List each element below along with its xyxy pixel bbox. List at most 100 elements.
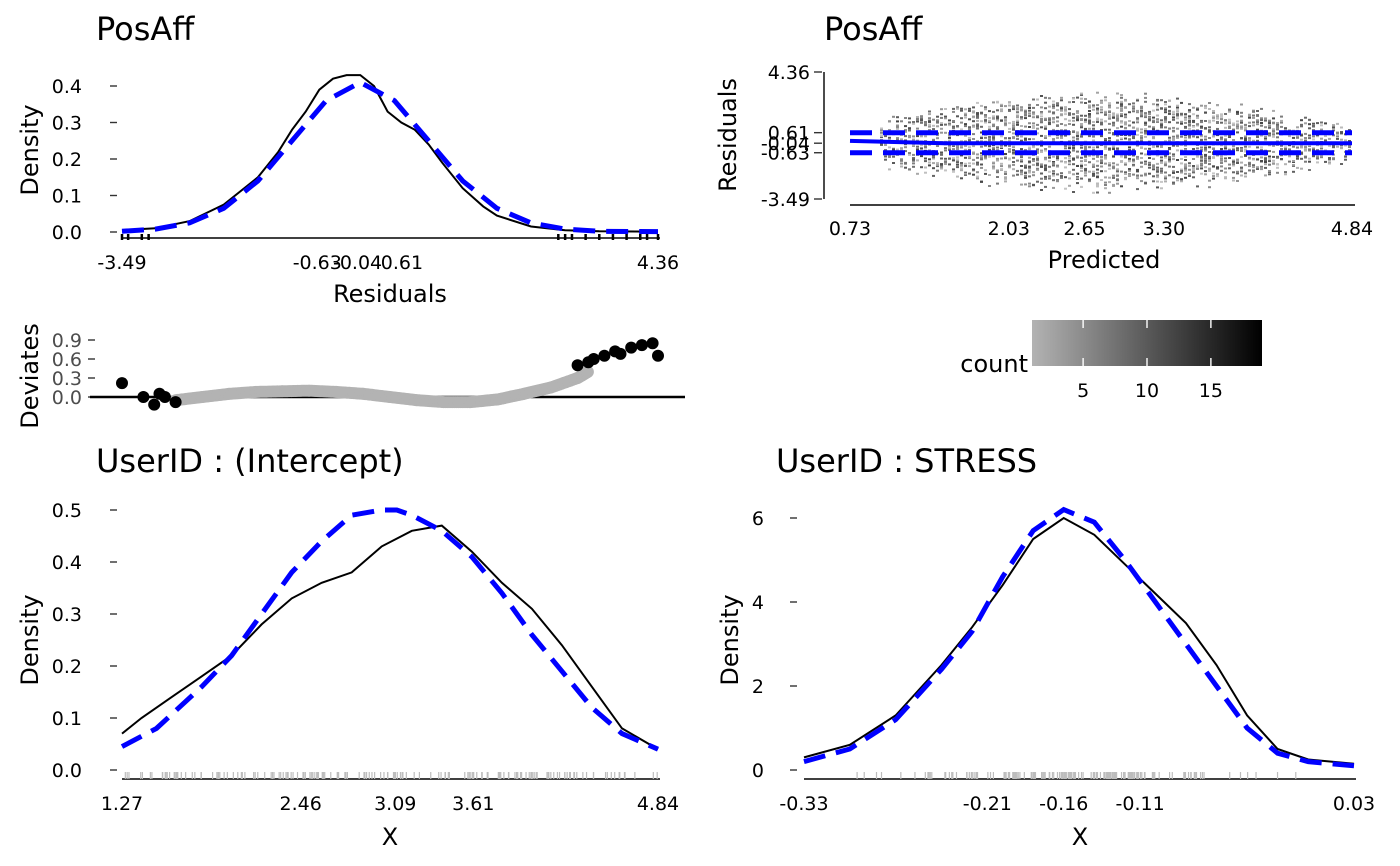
heat-bin (1012, 149, 1015, 152)
heat-bin (1140, 157, 1143, 159)
heat-bin (1128, 146, 1131, 149)
heat-bin (1064, 145, 1067, 147)
heat-bin (1144, 112, 1147, 115)
heat-bin (1272, 155, 1275, 158)
heat-bin (1108, 139, 1111, 142)
heat-bin (1000, 168, 1003, 171)
heat-bin (900, 159, 903, 162)
heat-bin (1208, 163, 1211, 166)
heat-bin (1216, 173, 1219, 176)
heat-bin (924, 121, 927, 123)
x-tick-label: 3.30 (1143, 218, 1185, 240)
heat-bin (1320, 137, 1323, 140)
heat-bin (1248, 116, 1251, 119)
heat-bin (880, 129, 883, 132)
heat-bin (1208, 186, 1211, 189)
heat-bin (1240, 115, 1243, 118)
heat-bin (1272, 117, 1275, 120)
heat-bin (1156, 108, 1159, 111)
heat-bin (984, 136, 987, 139)
heat-bin (1124, 116, 1127, 119)
heat-bin (1124, 127, 1127, 130)
heat-bin (1088, 119, 1091, 122)
heat-bin (1180, 178, 1183, 181)
heat-bin (1144, 172, 1147, 175)
heat-bin (1020, 106, 1023, 109)
heat-bin (912, 159, 915, 162)
heat-bin (976, 123, 979, 126)
heat-bin (1204, 157, 1207, 160)
heat-bin (1188, 123, 1191, 126)
heat-bin (1188, 136, 1191, 139)
intercept-density-panel: UserID : (Intercept) Density X 0.00.10.2… (16, 442, 679, 851)
heat-bin (1160, 156, 1163, 159)
heat-bin (1096, 104, 1099, 107)
heat-bin (1168, 99, 1171, 102)
heat-bin (1040, 172, 1043, 175)
heat-bin (1164, 103, 1167, 106)
heat-bin (1056, 158, 1059, 161)
heat-bin (1164, 108, 1167, 111)
heat-bin (1072, 158, 1075, 161)
heat-bin (1044, 135, 1047, 138)
heat-bin (1044, 175, 1047, 178)
heat-bin (1104, 157, 1107, 160)
heat-bin (1164, 121, 1167, 123)
heat-bin (968, 128, 971, 131)
heat-bin (1100, 110, 1103, 113)
heat-bin (1064, 176, 1067, 179)
heat-bin (1308, 148, 1311, 151)
heat-bin (996, 109, 999, 112)
heat-bin (1192, 167, 1195, 170)
heat-bin (1288, 155, 1291, 158)
heat-bin (1028, 171, 1031, 174)
heat-bin (1180, 101, 1183, 104)
heat-bin (1056, 164, 1059, 167)
heat-bin (1072, 116, 1075, 119)
heat-bin (1320, 154, 1323, 157)
heat-bin (1124, 176, 1127, 179)
heat-bin (952, 148, 955, 151)
heat-bin (1128, 138, 1131, 141)
heat-bin (896, 116, 899, 119)
heat-bin (1008, 144, 1011, 147)
heat-bin (1200, 104, 1203, 107)
heat-bin (1268, 150, 1271, 153)
observed-density-line-stress (803, 516, 1355, 765)
heat-bin (1156, 162, 1159, 165)
heat-bin (1076, 118, 1079, 121)
heat-bin (1132, 105, 1135, 108)
heat-bin (1016, 107, 1019, 109)
heat-bin (1264, 163, 1267, 166)
heat-bin (1136, 170, 1139, 173)
heat-bin (1180, 113, 1183, 116)
heat-bin (1304, 139, 1307, 142)
heat-bin (1036, 159, 1039, 162)
heat-bin (1056, 165, 1059, 168)
heat-bin (1220, 159, 1223, 162)
heat-bin (984, 121, 987, 124)
heat-bin (1276, 132, 1279, 135)
heat-bin (976, 112, 979, 115)
heat-bin (908, 153, 911, 156)
heat-bin (1080, 146, 1083, 149)
y-ticks-intercept-density: 0.00.10.20.30.40.5 (52, 500, 117, 782)
heat-bin (1164, 126, 1167, 129)
heat-bin (1132, 154, 1135, 157)
heat-bin (1088, 113, 1091, 115)
heat-bin (1164, 164, 1167, 167)
heat-bin (1028, 112, 1031, 115)
heat-bin (1052, 172, 1055, 175)
heat-bin (1188, 172, 1191, 175)
heat-bin (1040, 112, 1043, 115)
y-tick-label: 0.4 (52, 552, 82, 574)
heat-bin (1188, 127, 1191, 130)
heat-bin (1168, 147, 1171, 149)
heat-bin (1060, 136, 1063, 139)
heat-bin (928, 125, 931, 128)
heat-bin (948, 139, 951, 142)
heat-bin (1100, 165, 1103, 168)
heat-bin (1308, 149, 1311, 152)
heat-bin (1064, 118, 1067, 121)
heat-bin (1052, 103, 1055, 106)
